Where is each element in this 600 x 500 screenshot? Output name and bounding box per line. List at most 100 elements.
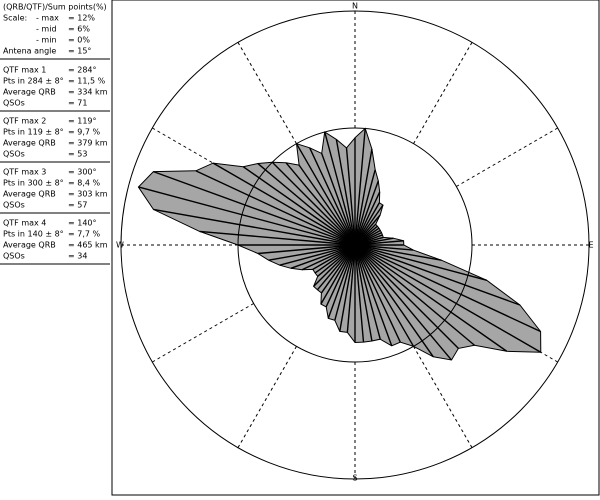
max-value: = 119° <box>68 117 97 126</box>
ray <box>354 244 373 342</box>
ray <box>268 244 356 261</box>
ray <box>195 170 356 246</box>
ray <box>314 244 356 274</box>
ray <box>334 244 356 321</box>
ray <box>354 244 434 358</box>
ray <box>320 244 356 305</box>
ray <box>279 244 356 266</box>
max-value: = 284° <box>68 66 97 75</box>
ray <box>199 230 356 246</box>
max-key: Pts in 140 ± 8° <box>3 230 64 239</box>
ray <box>325 244 356 308</box>
spoke <box>237 346 297 448</box>
ray <box>271 161 356 246</box>
panel-title: (QRB/QTF)/Sum points(%) <box>3 3 107 12</box>
max-value: = 140° <box>68 219 97 228</box>
max-value: = 334 km <box>68 88 108 97</box>
ray <box>320 153 356 246</box>
max-value: = 11,5 % <box>68 77 106 86</box>
ray <box>301 244 356 271</box>
ray <box>313 244 356 287</box>
ray <box>354 202 380 246</box>
max-key: QSOs <box>3 99 25 108</box>
ray <box>354 169 376 246</box>
max-value: = 8,4 % <box>68 179 101 188</box>
max-key: Average QRB <box>3 190 56 199</box>
max-key: Average QRB <box>3 241 56 250</box>
ray <box>354 128 366 246</box>
ray <box>354 244 365 343</box>
max-key: QSOs <box>3 252 25 261</box>
ray <box>354 244 453 361</box>
ray <box>354 244 415 347</box>
ray <box>324 131 356 246</box>
ray <box>354 244 521 306</box>
max-key: QTF max 1 <box>3 66 46 75</box>
ray <box>138 186 356 246</box>
scale-value: = 0% <box>68 36 90 45</box>
max-key: Pts in 119 ± 8° <box>3 128 64 137</box>
ray <box>153 170 356 246</box>
ray <box>354 244 393 347</box>
scale-label: Scale: <box>3 14 27 23</box>
ray <box>316 244 356 291</box>
ray <box>354 244 475 346</box>
ray <box>212 162 356 246</box>
max-key: QTF max 2 <box>3 117 46 126</box>
max-value: = 7,7 % <box>68 230 101 239</box>
scale-key: - min <box>36 36 57 45</box>
ray <box>354 191 381 246</box>
ray <box>346 244 356 333</box>
ray <box>354 148 373 246</box>
compass-label: S <box>352 474 357 483</box>
antenna-key: Antena angle <box>3 47 56 56</box>
ray <box>354 244 414 251</box>
ray <box>354 204 384 246</box>
spoke <box>456 127 558 187</box>
ray <box>354 240 404 246</box>
max-key: Pts in 284 ± 8° <box>3 77 64 86</box>
antenna-value: = 15° <box>68 47 91 56</box>
ray <box>354 244 381 340</box>
max-value: = 53 <box>68 150 87 159</box>
ray <box>320 244 356 294</box>
ray <box>327 244 356 319</box>
ray <box>354 244 401 343</box>
max-key: Average QRB <box>3 139 56 148</box>
max-key: QSOs <box>3 201 25 210</box>
compass-label: E <box>588 241 593 250</box>
ray <box>153 208 356 246</box>
max-key: QTF max 3 <box>3 168 46 177</box>
outline <box>137 127 542 361</box>
max-value: = 9,7 % <box>68 128 101 137</box>
spoke <box>413 42 473 144</box>
scale-key: - mid <box>36 25 57 34</box>
ray <box>257 244 356 255</box>
spoke <box>152 303 254 363</box>
ray <box>335 139 356 246</box>
ray <box>354 180 380 246</box>
max-key: QTF max 4 <box>3 219 46 228</box>
scale-value: = 12% <box>68 14 95 23</box>
scale-key: - max <box>36 14 59 23</box>
max-value: = 57 <box>68 201 87 210</box>
max-key: QSOs <box>3 150 25 159</box>
ray <box>339 244 356 332</box>
max-value: = 303 km <box>68 190 108 199</box>
max-value: = 34 <box>68 252 87 261</box>
ray <box>354 244 508 352</box>
max-key: Average QRB <box>3 88 56 97</box>
ray <box>354 244 542 353</box>
max-key: Pts in 300 ± 8° <box>3 179 64 188</box>
ray <box>290 244 356 270</box>
ray <box>312 244 356 270</box>
ray <box>242 166 356 246</box>
compass-label: W <box>116 241 124 250</box>
max-value: = 465 km <box>68 241 108 250</box>
spoke <box>237 42 297 144</box>
ray <box>285 162 356 246</box>
max-value: = 300° <box>68 168 97 177</box>
max-value: = 71 <box>68 99 87 108</box>
